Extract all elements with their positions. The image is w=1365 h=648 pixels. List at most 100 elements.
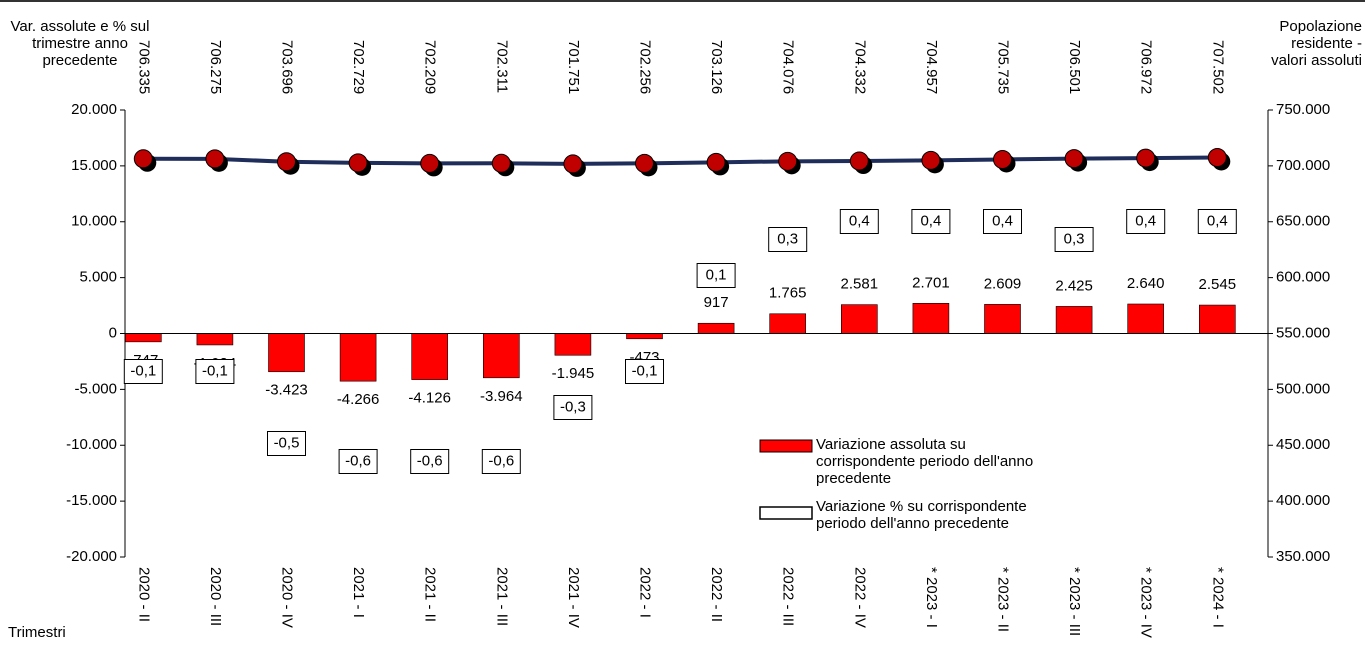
marker [778, 151, 798, 171]
x-tick-label: 2021 - I [350, 567, 367, 618]
bar [411, 333, 449, 380]
percent-box [911, 209, 951, 234]
x-tick-label: 2022 - III [780, 567, 797, 626]
bar-value-label: 2.545 [1199, 276, 1237, 293]
y2-tick-label: 500.000 [1276, 380, 1330, 397]
line-value-label: 701.751 [565, 40, 582, 94]
marker [1064, 149, 1084, 169]
x-tick-label: 2021 - II [422, 567, 439, 622]
legend-swatch [759, 439, 813, 453]
percent-box [410, 449, 450, 474]
x-tick-label: 2022 - IV [851, 567, 868, 628]
x-axis-title: Trimestri [8, 624, 66, 641]
percent-label: -0,5 [274, 434, 300, 451]
bar [1199, 304, 1236, 334]
bar [1127, 303, 1164, 334]
y2-tick-label: 700.000 [1276, 157, 1330, 174]
percent-box [1126, 209, 1166, 234]
x-tick-label: * 2024 - I [1209, 567, 1226, 628]
percent-box [625, 359, 664, 384]
y2-tick-label: 450.000 [1276, 436, 1330, 453]
y-axis-title: Var. assolute e % sul trimestre anno pre… [10, 18, 150, 69]
bar-value-label: 2.701 [912, 274, 950, 291]
x-tick-label: * 2023 - II [995, 567, 1012, 632]
y2-tick-label: 750.000 [1276, 101, 1330, 118]
marker [1207, 147, 1227, 167]
percent-box [983, 209, 1022, 234]
bar-value-label: -3.964 [480, 388, 523, 405]
percent-box [696, 263, 736, 288]
line-value-label: 702.729 [350, 40, 367, 94]
marker [563, 154, 583, 174]
percent-box [553, 395, 593, 420]
y-tick-label: 10.000 [71, 213, 117, 230]
percent-box [195, 359, 235, 384]
line-value-label: 704.957 [923, 40, 940, 94]
bar-value-label: -1.945 [552, 365, 595, 382]
marker [706, 152, 726, 172]
marker [849, 151, 869, 171]
line-value-label: 702.209 [422, 40, 439, 94]
x-tick-label: 2020 - II [135, 567, 152, 622]
percent-label: 0,4 [1207, 212, 1228, 229]
legend-label: Variazione assoluta su corrispondente pe… [816, 436, 1034, 487]
bar-value-label: 2.640 [1127, 275, 1165, 292]
y2-tick-label: 600.000 [1276, 269, 1330, 286]
percent-label: 0,3 [777, 230, 798, 247]
bar [1055, 306, 1093, 334]
line-value-label: 704.332 [851, 40, 868, 94]
percent-box [768, 227, 808, 252]
marker [420, 153, 440, 173]
marker [277, 152, 296, 172]
bar [912, 303, 950, 334]
line [143, 155, 1218, 166]
percent-box [1054, 227, 1094, 252]
y-tick-label: -15.000 [66, 492, 117, 509]
bar [196, 333, 234, 346]
percent-box [338, 449, 378, 474]
marker [921, 150, 941, 170]
marker [205, 149, 225, 169]
line-value-label: 706.275 [207, 40, 224, 94]
percent-label: 0,4 [1135, 212, 1156, 229]
percent-box [1197, 209, 1237, 234]
x-tick-label: * 2023 - III [1066, 567, 1083, 636]
percent-label: -0,1 [130, 362, 156, 379]
y-tick-label: 5.000 [79, 269, 117, 286]
percent-label: 0,3 [1064, 230, 1085, 247]
bar [984, 304, 1021, 334]
percent-label: -0,3 [560, 398, 586, 415]
marker [1136, 148, 1156, 168]
marker [635, 153, 654, 173]
percent-label: -0,6 [488, 452, 514, 469]
percent-label: -0,6 [345, 452, 371, 469]
bar [339, 333, 377, 382]
percent-label: 0,4 [849, 212, 870, 229]
x-tick-label: 2020 - IV [279, 567, 296, 628]
line-value-label: 706.972 [1138, 40, 1155, 94]
line-value-label: 704.076 [780, 40, 797, 94]
marker [133, 149, 153, 169]
bar [554, 333, 592, 356]
percent-label: 0,4 [920, 212, 941, 229]
bar-value-label: 1.765 [769, 285, 807, 302]
legend-swatch [759, 506, 813, 520]
percent-label: -0,1 [632, 362, 658, 379]
bar [482, 333, 520, 379]
marker [348, 153, 368, 173]
line-value-label: 703.696 [279, 40, 296, 94]
percent-box [123, 359, 163, 384]
bar [626, 333, 663, 340]
y2-tick-label: 650.000 [1276, 213, 1330, 230]
legend-label: Variazione % su corrispondente periodo d… [816, 498, 1027, 532]
y2-tick-label: 350.000 [1276, 548, 1330, 565]
y2-tick-label: 400.000 [1276, 492, 1330, 509]
y-tick-label: -5.000 [74, 380, 117, 397]
line-value-label: 703.126 [708, 40, 725, 94]
bar-value-label: 2.581 [841, 276, 879, 293]
line-value-label: 705.735 [995, 40, 1012, 94]
percent-label: -0,1 [202, 362, 228, 379]
percent-box [267, 431, 306, 456]
